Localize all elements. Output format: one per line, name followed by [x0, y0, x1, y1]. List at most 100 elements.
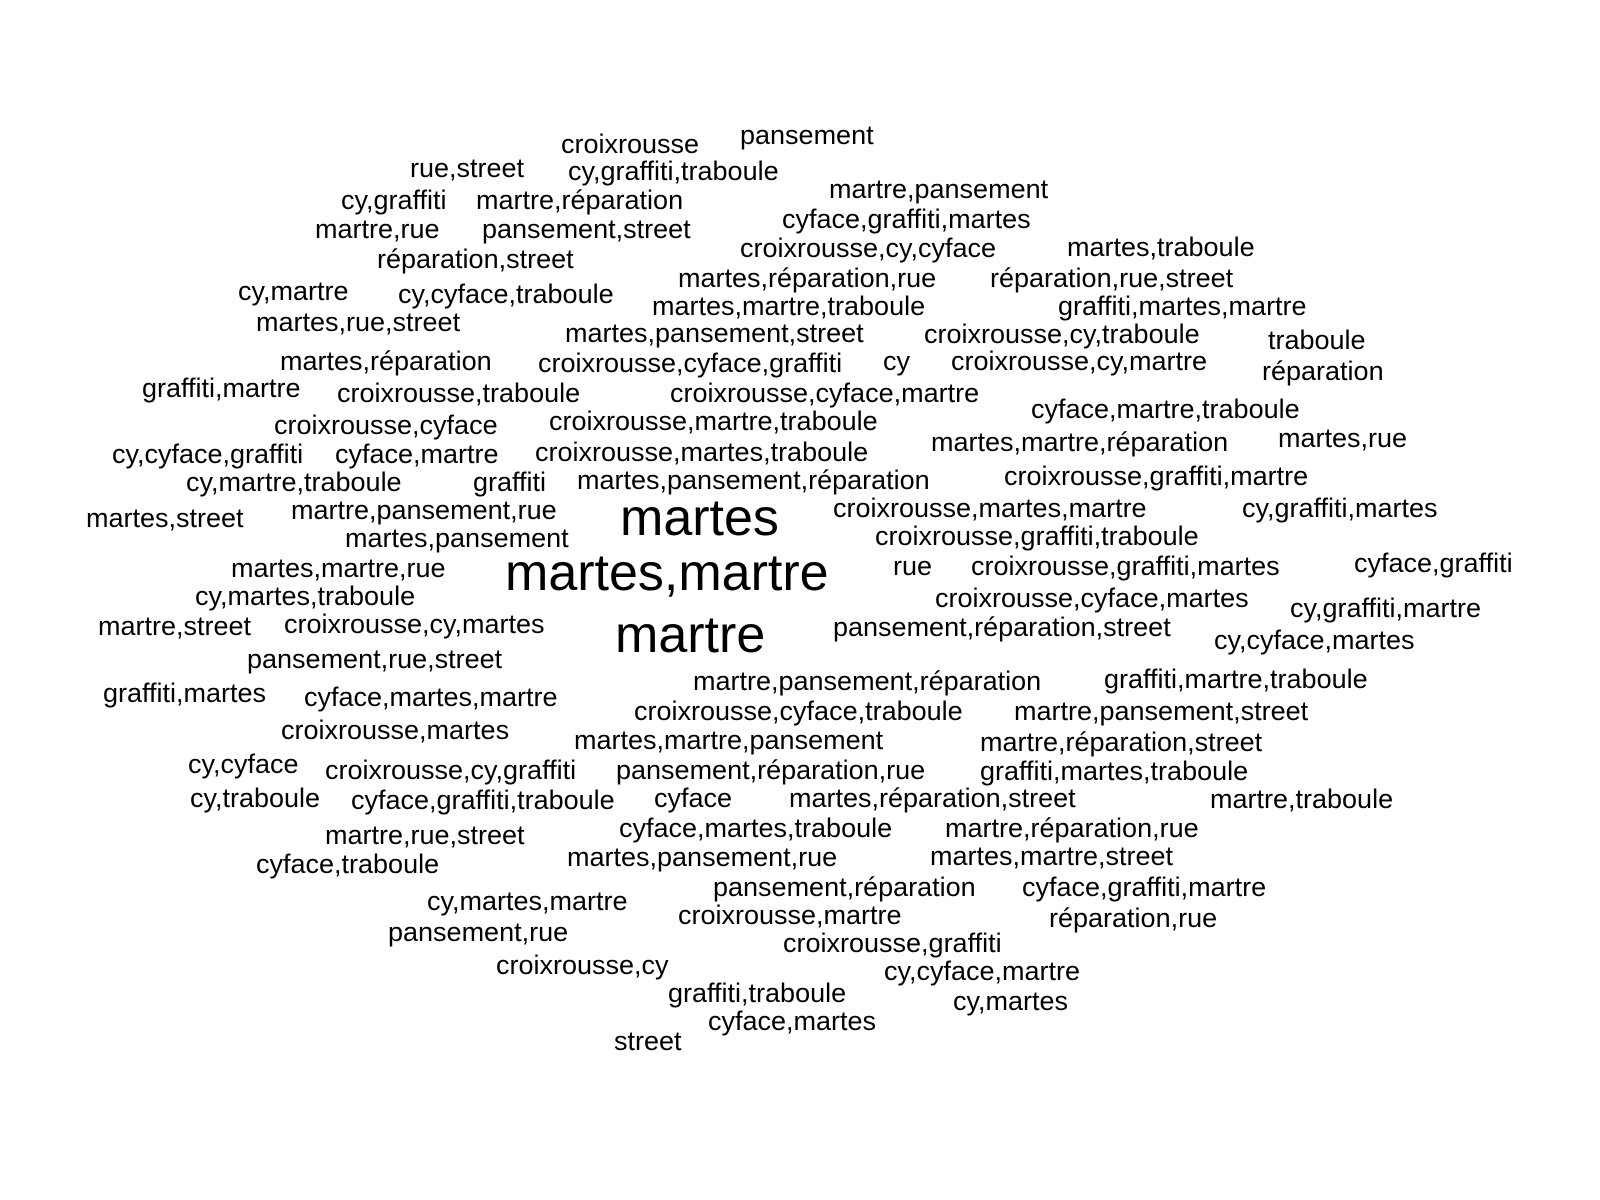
cloud-word: cy,cyface,martre — [884, 956, 1081, 986]
cloud-word: croixrousse,cyface,martre — [670, 378, 980, 408]
cloud-word: cy,graffiti — [341, 185, 447, 215]
cloud-word: cyface,martre — [335, 439, 499, 469]
cloud-word: rue — [893, 551, 933, 581]
cloud-word: cy,graffiti,martre — [1290, 593, 1482, 623]
cloud-word: cy — [883, 346, 910, 376]
cloud-word: martre,traboule — [1210, 784, 1394, 814]
cloud-word: graffiti,martre — [142, 373, 301, 403]
cloud-word: graffiti,martes,traboule — [980, 756, 1249, 786]
cloud-word: croixrousse,martre — [678, 900, 902, 930]
cloud-word: croixrousse,graffiti,martre — [1004, 461, 1309, 491]
cloud-word: martre,street — [98, 611, 252, 641]
cloud-word: croixrousse,cyface,graffiti — [538, 348, 843, 378]
cloud-word: croixrousse,cy,graffiti — [325, 755, 577, 785]
cloud-word: cy,cyface,martes — [1214, 625, 1415, 655]
cloud-word: cy,cyface,traboule — [398, 279, 614, 309]
cloud-word: martre,réparation,street — [980, 727, 1263, 757]
cloud-word: cyface,graffiti,martre — [1022, 872, 1267, 902]
cloud-word: pansement,réparation,rue — [616, 755, 926, 785]
cloud-word: croixrousse,martre,traboule — [549, 406, 878, 436]
cloud-word: cyface,martre,traboule — [1031, 394, 1300, 424]
cloud-word: martre,pansement,rue — [291, 495, 557, 525]
cloud-word: cy,martes — [953, 986, 1069, 1016]
cloud-word: martes,rue,street — [256, 307, 461, 337]
cloud-word: cy,martre — [238, 276, 349, 306]
cloud-word: martes,réparation,rue — [678, 263, 937, 293]
cloud-word: graffiti,martes — [103, 678, 267, 708]
cloud-word: croixrousse,cyface — [274, 410, 498, 440]
cloud-word: martes,pansement,réparation — [577, 465, 930, 495]
cloud-word: martes,martre,street — [930, 841, 1174, 871]
cloud-word: croixrousse,graffiti,martes — [971, 551, 1280, 581]
cloud-word: croixrousse,cy,martes — [284, 609, 545, 639]
cloud-word: martes,pansement — [345, 523, 569, 553]
cloud-word: martre,rue,street — [325, 820, 525, 850]
cloud-word: cy,martre,traboule — [186, 467, 402, 497]
cloud-word: croixrousse,cy,martre — [951, 346, 1208, 376]
cloud-word: croixrousse,cy — [496, 950, 669, 980]
cloud-word: martre,réparation,rue — [945, 813, 1199, 843]
cloud-word: croixrousse,cy,traboule — [924, 319, 1200, 349]
cloud-word: pansement,rue,street — [247, 644, 503, 674]
cloud-word: martes,martre,rue — [231, 553, 446, 583]
cloud-word: martes,traboule — [1067, 232, 1255, 262]
cloud-word: croixrousse,cyface,martes — [935, 583, 1249, 613]
cloud-word: croixrousse,martes,martre — [833, 493, 1147, 523]
cloud-word: pansement,réparation,street — [833, 612, 1171, 642]
cloud-word: pansement — [740, 120, 874, 150]
cloud-word: croixrousse,traboule — [337, 378, 581, 408]
cloud-word: martes,martre — [505, 544, 829, 602]
cloud-word: réparation — [1262, 356, 1384, 386]
cloud-word: cy,traboule — [190, 783, 321, 813]
cloud-word: graffiti,martre,traboule — [1104, 664, 1368, 694]
cloud-word: cy,cyface,graffiti — [112, 439, 304, 469]
cloud-word: croixrousse,graffiti,traboule — [875, 521, 1199, 551]
cloud-word: martre — [615, 606, 766, 664]
cloud-word: croixrousse,graffiti — [783, 928, 1002, 958]
cloud-word: pansement,rue — [388, 917, 569, 947]
cloud-word: croixrousse,cy,cyface — [740, 233, 997, 263]
cloud-word: martes,martre,traboule — [652, 291, 926, 321]
cloud-word: cyface,graffiti,martes — [782, 204, 1031, 234]
cloud-word: martre,pansement,street — [1014, 696, 1309, 726]
cloud-word: martre,pansement,réparation — [693, 666, 1042, 696]
cloud-word: rue,street — [410, 153, 525, 183]
cloud-word: cyface,martes,martre — [304, 682, 558, 712]
cloud-word: réparation,street — [377, 244, 574, 274]
cloud-word: croixrousse,cyface,traboule — [634, 696, 963, 726]
cloud-word: martes,pansement,rue — [567, 842, 838, 872]
cloud-word: cyface,martes — [708, 1006, 877, 1036]
cloud-word: cy,cyface — [188, 749, 299, 779]
cloud-word: graffiti,traboule — [668, 978, 847, 1008]
cloud-word: graffiti,martes,martre — [1058, 291, 1307, 321]
cloud-word: martes,pansement,street — [565, 318, 864, 348]
cloud-word: cyface,graffiti — [1354, 548, 1513, 578]
cloud-word: martes,street — [86, 503, 244, 533]
cloud-word: martre,réparation — [476, 185, 684, 215]
cloud-word: cy,martes,traboule — [195, 581, 416, 611]
cloud-word: cyface,martes,traboule — [619, 813, 893, 843]
cloud-word: cyface,graffiti,traboule — [351, 785, 615, 815]
cloud-word: martre,rue — [315, 214, 440, 244]
cloud-word: martes,réparation — [280, 346, 492, 376]
cloud-word: martes,martre,pansement — [574, 725, 884, 755]
cloud-word: traboule — [1268, 325, 1366, 355]
cloud-word: pansement,réparation — [713, 872, 976, 902]
cloud-word: cyface — [654, 783, 733, 813]
cloud-word: martes,réparation,street — [789, 783, 1076, 813]
cloud-word: martes — [620, 489, 779, 547]
cloud-word: cy,graffiti,martes — [1242, 493, 1438, 523]
cloud-word: cy,graffiti,traboule — [568, 156, 779, 186]
cloud-word: croixrousse,martes — [281, 715, 510, 745]
cloud-word: réparation,rue — [1049, 903, 1218, 933]
cloud-word: cy,martes,martre — [427, 886, 628, 916]
cloud-word: graffiti — [473, 467, 547, 497]
cloud-word: street — [614, 1026, 682, 1056]
cloud-word: cyface,traboule — [256, 849, 440, 879]
cloud-word: martre,pansement — [829, 174, 1049, 204]
cloud-word: réparation,rue,street — [990, 263, 1234, 293]
cloud-word: croixrousse,martes,traboule — [535, 437, 869, 467]
cloud-word: martes,rue — [1278, 423, 1408, 453]
cloud-word: croixrousse — [561, 129, 700, 159]
